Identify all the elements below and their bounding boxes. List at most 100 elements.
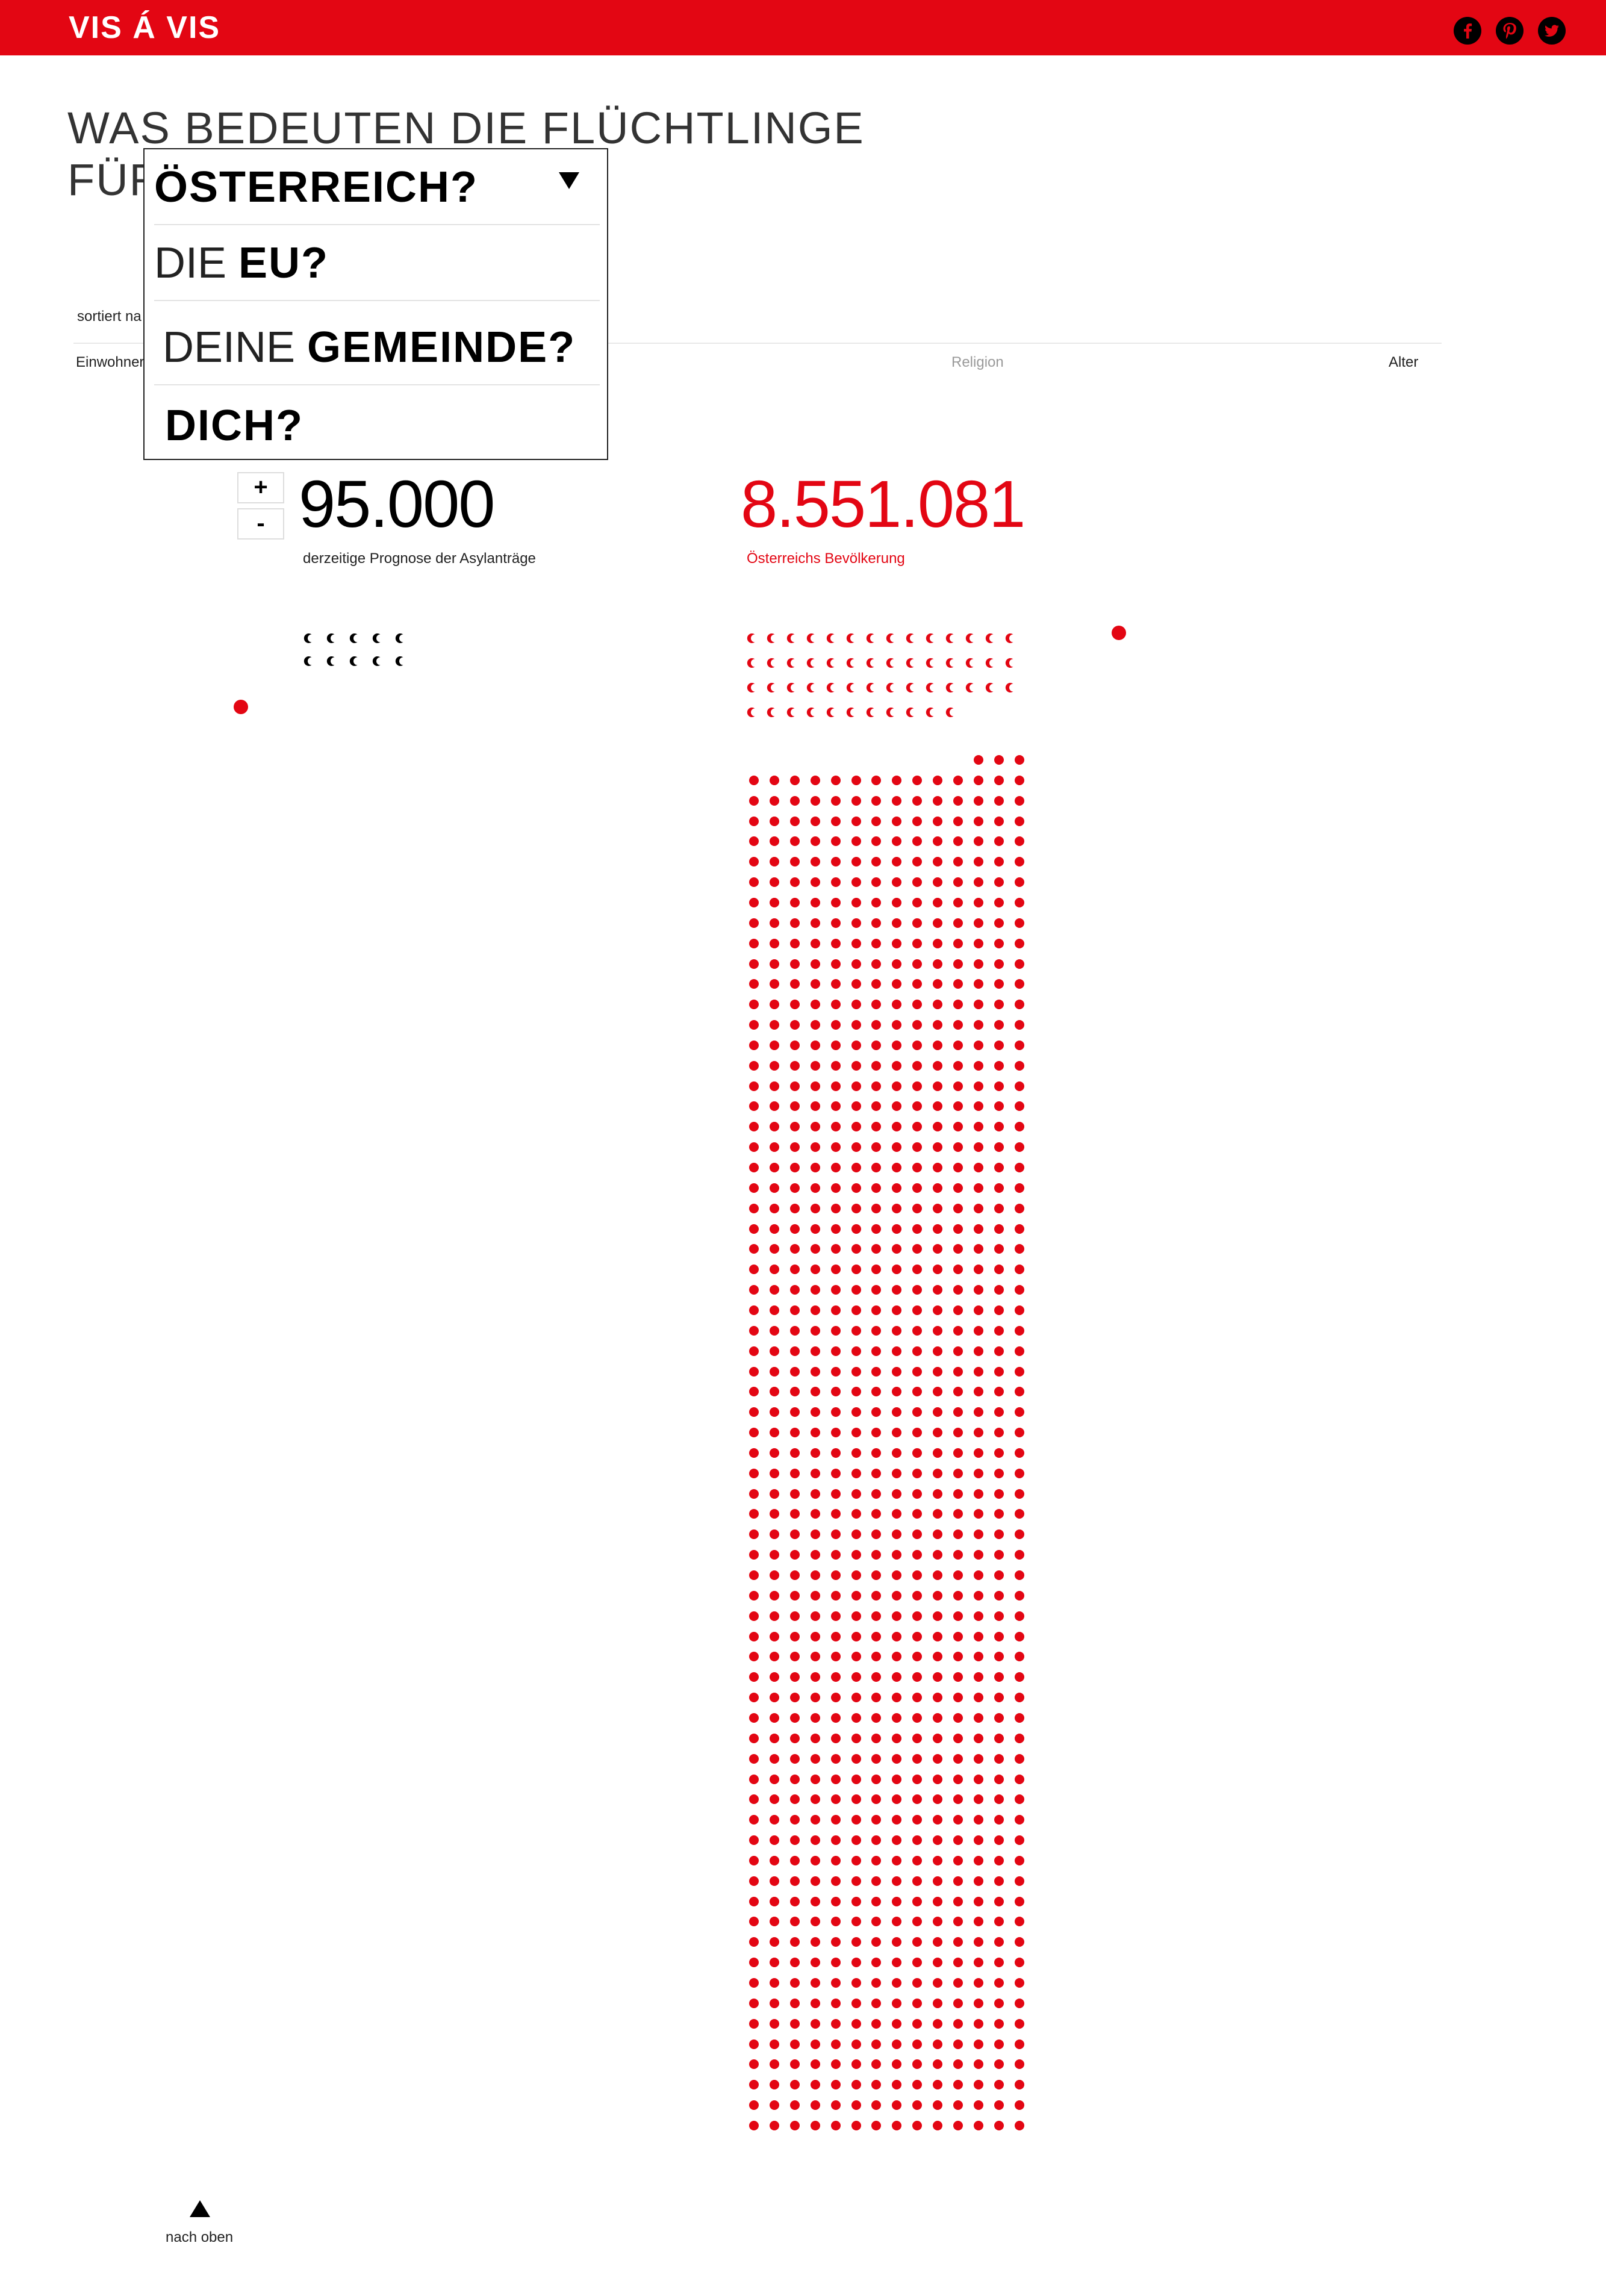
population-dot xyxy=(973,1101,983,1112)
population-dot xyxy=(749,2018,759,2029)
population-dot xyxy=(789,1265,800,1275)
population-dot xyxy=(769,1142,779,1153)
population-dot xyxy=(830,836,841,847)
population-dot xyxy=(851,1917,861,1927)
population-dot xyxy=(851,1529,861,1540)
population-dot xyxy=(1014,1203,1024,1213)
population-dot xyxy=(973,1040,983,1050)
population-dot xyxy=(789,1611,800,1621)
population-dot xyxy=(851,877,861,888)
region-dropdown[interactable]: ÖSTERREICH? DIE EU? DEINE GEMEINDE? DICH… xyxy=(143,148,608,460)
population-dot xyxy=(789,1998,800,2008)
population-dot xyxy=(892,1060,902,1071)
crescent-mark xyxy=(846,658,854,668)
crescent-mark xyxy=(846,633,854,643)
population-dot xyxy=(1014,1753,1024,1764)
population-dot xyxy=(994,1774,1004,1784)
sort-option-alter[interactable]: Alter xyxy=(1389,354,1419,370)
population-dot xyxy=(912,877,923,888)
population-dot xyxy=(994,1693,1004,1703)
population-dot xyxy=(1014,938,1024,948)
population-dot xyxy=(1014,1428,1024,1438)
population-dot xyxy=(933,1448,943,1458)
population-dot xyxy=(912,1753,923,1764)
sort-option-religion[interactable]: Religion xyxy=(951,354,1004,370)
population-dot xyxy=(749,1570,759,1580)
population-dot xyxy=(749,1733,759,1743)
population-dot xyxy=(789,2080,800,2090)
dropdown-option-gemeinde[interactable]: DEINE GEMEINDE? xyxy=(154,301,600,385)
population-dot xyxy=(953,1183,963,1193)
population-dot xyxy=(830,1000,841,1010)
population-dot xyxy=(973,1733,983,1743)
dropdown-option-eu[interactable]: DIE EU? xyxy=(154,225,600,301)
crescent-mark xyxy=(372,633,381,643)
increase-button[interactable]: + xyxy=(237,472,284,503)
population-dot xyxy=(912,918,923,928)
twitter-icon[interactable] xyxy=(1538,17,1566,45)
population-dot xyxy=(892,1570,902,1580)
brand-logo[interactable]: VIS Á VIS xyxy=(69,10,221,45)
population-dot xyxy=(769,1794,779,1805)
population-dot xyxy=(810,1305,820,1315)
sort-option-einwohner[interactable]: Einwohner xyxy=(76,354,145,370)
crescent-mark xyxy=(1005,633,1013,643)
population-dot xyxy=(973,1815,983,1825)
population-dot xyxy=(830,918,841,928)
population-dot xyxy=(871,1652,882,1662)
population-dot xyxy=(953,857,963,867)
population-dot xyxy=(830,1998,841,2008)
population-dot xyxy=(912,1693,923,1703)
population-dot xyxy=(912,836,923,847)
option-label: EU? xyxy=(238,239,329,287)
population-dot xyxy=(851,1040,861,1050)
population-dot xyxy=(851,1794,861,1805)
population-dot xyxy=(912,1101,923,1112)
population-dot xyxy=(830,1203,841,1213)
population-dot xyxy=(789,1753,800,1764)
population-dot xyxy=(830,1020,841,1030)
arrow-up-icon[interactable] xyxy=(190,2200,210,2217)
population-dot xyxy=(953,1428,963,1438)
facebook-icon[interactable] xyxy=(1454,17,1481,45)
population-dot xyxy=(953,1998,963,2008)
population-dot xyxy=(851,1978,861,1988)
population-dot xyxy=(830,1509,841,1519)
population-dot xyxy=(851,1693,861,1703)
population-dot xyxy=(769,1081,779,1091)
population-dot xyxy=(769,877,779,888)
back-to-top-link[interactable]: nach oben xyxy=(166,2229,234,2245)
population-dot xyxy=(810,1509,820,1519)
population-dot xyxy=(769,1672,779,1682)
population-dot xyxy=(830,1448,841,1458)
population-dot xyxy=(994,1896,1004,1906)
population-dot xyxy=(749,1713,759,1723)
population-dot xyxy=(994,1672,1004,1682)
dropdown-option-oesterreich[interactable]: ÖSTERREICH? xyxy=(154,149,600,225)
population-dot xyxy=(810,1325,820,1336)
population-dot xyxy=(1014,775,1024,785)
population-dot xyxy=(789,1020,800,1030)
caret-down-icon[interactable] xyxy=(559,172,579,189)
population-dot xyxy=(789,1387,800,1397)
population-dot xyxy=(810,795,820,806)
decrease-button[interactable]: - xyxy=(237,508,284,540)
population-dot xyxy=(953,1937,963,1947)
population-dot xyxy=(933,1876,943,1886)
population-dot xyxy=(871,2120,882,2130)
population-dot xyxy=(871,1468,882,1478)
population-dot xyxy=(830,1040,841,1050)
population-dot xyxy=(769,1122,779,1132)
population-dot xyxy=(994,2080,1004,2090)
dropdown-option-dich[interactable]: DICH? xyxy=(154,385,600,461)
population-dot xyxy=(810,877,820,888)
population-dot xyxy=(769,1163,779,1172)
population-dot xyxy=(1014,1407,1024,1417)
population-dot xyxy=(769,1590,779,1601)
population-dot xyxy=(953,1285,963,1295)
crescent-mark xyxy=(1005,658,1013,668)
pinterest-icon[interactable] xyxy=(1496,17,1524,45)
population-dot xyxy=(994,959,1004,969)
population-dot xyxy=(953,2080,963,2090)
population-dot xyxy=(851,1060,861,1071)
